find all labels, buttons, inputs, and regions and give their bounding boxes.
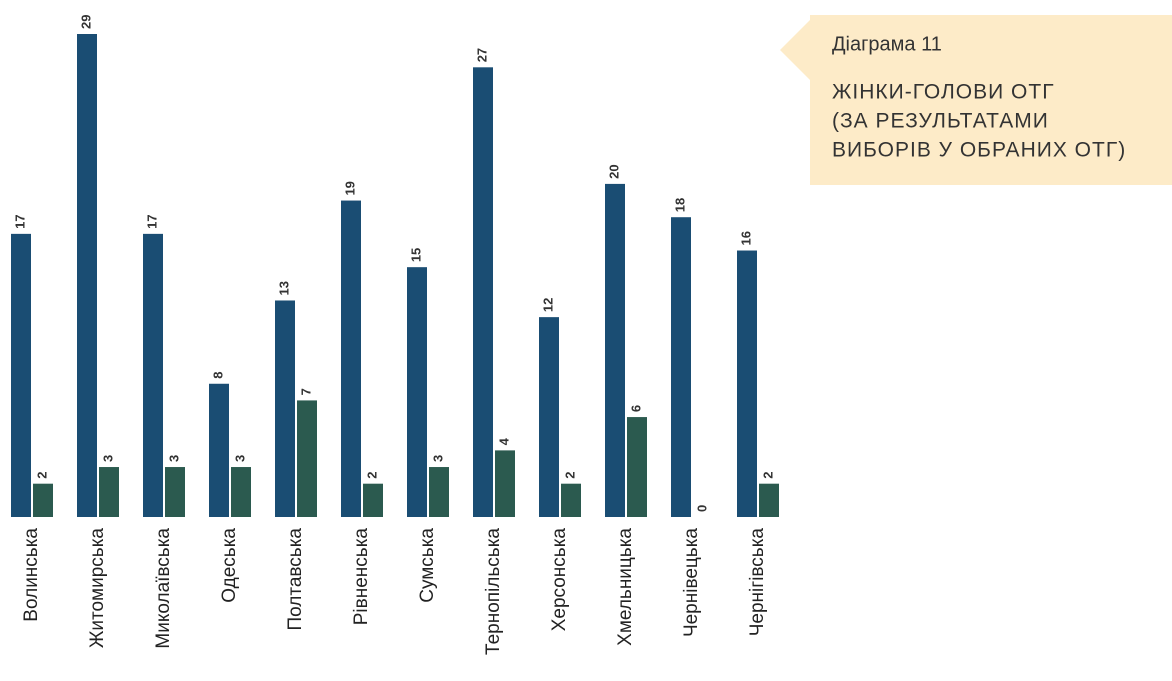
value-label: 2 <box>760 471 775 478</box>
bar <box>33 483 53 517</box>
bar <box>561 483 581 517</box>
chart-title: ВИБОРІВ У ОБРАНИХ ОТГ) <box>832 139 1126 162</box>
value-label: 7 <box>298 388 313 395</box>
bar <box>605 183 625 517</box>
value-label: 16 <box>738 231 753 245</box>
value-label: 2 <box>34 471 49 478</box>
bar <box>495 450 515 517</box>
bar <box>77 34 97 517</box>
value-label: 17 <box>12 214 27 228</box>
bar <box>275 300 295 517</box>
value-label: 12 <box>540 298 555 312</box>
value-label: 17 <box>144 214 159 228</box>
value-label: 29 <box>78 15 93 29</box>
bar <box>737 250 757 517</box>
x-tick-label: Житомирська <box>87 528 108 649</box>
value-label: 4 <box>496 437 511 445</box>
value-label: 6 <box>628 405 643 412</box>
bar <box>671 217 691 517</box>
value-label: 27 <box>474 48 489 62</box>
x-tick-label: Херсонська <box>549 528 570 632</box>
value-label: 2 <box>562 471 577 478</box>
value-label: 18 <box>672 198 687 212</box>
x-tick-label: Чернівецька <box>681 528 702 637</box>
bar <box>407 267 427 517</box>
value-label: 3 <box>232 455 247 462</box>
bar <box>143 233 163 518</box>
chart-caption: Діаграма 11 <box>832 33 942 55</box>
bar <box>99 467 119 517</box>
value-label: 19 <box>342 181 357 195</box>
bar <box>231 467 251 517</box>
bar <box>539 317 559 517</box>
x-tick-label: Чернігівська <box>747 528 768 637</box>
chart-title: ЖІНКИ-ГОЛОВИ ОТГ <box>832 81 1055 104</box>
x-tick-label: Одеська <box>219 528 240 603</box>
value-label: 3 <box>430 455 445 462</box>
callout-box <box>780 15 1172 185</box>
bar <box>473 67 493 517</box>
bar <box>297 400 317 517</box>
bar <box>209 383 229 517</box>
bar <box>363 483 383 517</box>
bar <box>759 483 779 517</box>
x-tick-label: Хмельницька <box>615 528 636 646</box>
value-label: 3 <box>166 455 181 462</box>
x-tick-label: Тернопільська <box>483 528 504 655</box>
x-tick-label: Миколаївська <box>153 528 174 649</box>
x-tick-label: Полтавська <box>285 528 306 631</box>
value-label: 8 <box>210 372 225 379</box>
x-tick-label: Волинська <box>21 528 42 622</box>
bar <box>429 467 449 517</box>
value-label: 20 <box>606 164 621 178</box>
value-label: 13 <box>276 281 291 295</box>
bar <box>11 233 31 518</box>
chart-title: (ЗА РЕЗУЛЬТАТАМИ <box>832 110 1049 133</box>
bar <box>165 467 185 517</box>
value-label: 2 <box>364 471 379 478</box>
x-tick-label: Сумська <box>417 528 438 603</box>
x-tick-label: Рівненська <box>351 528 372 626</box>
bar <box>627 417 647 517</box>
value-label: 15 <box>408 248 423 262</box>
value-label: 3 <box>100 455 115 462</box>
bar <box>341 200 361 517</box>
value-label: 0 <box>694 505 709 512</box>
